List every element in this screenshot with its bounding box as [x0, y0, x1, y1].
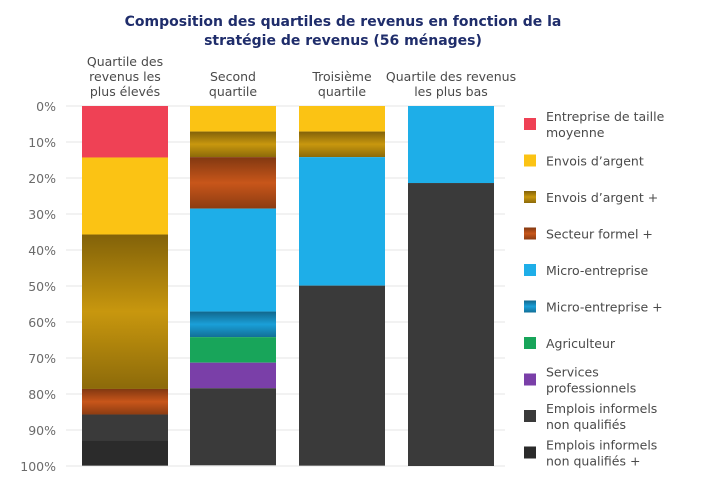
bar-segment	[190, 362, 276, 389]
category-label: Quartile des revenus	[386, 69, 516, 84]
legend-swatch	[524, 227, 536, 240]
legend-swatch	[524, 446, 536, 459]
y-tick-label: 80%	[28, 387, 56, 402]
category-label: quartile	[209, 84, 258, 99]
legend-swatch	[524, 300, 536, 313]
legend-label: non qualifiés +	[546, 454, 640, 469]
legend-swatch	[524, 264, 536, 276]
bar-segment	[299, 131, 385, 158]
legend-label: Micro-entreprise +	[546, 300, 663, 315]
legend-label: Agriculteur	[546, 336, 616, 351]
bar-segment	[299, 285, 385, 466]
y-tick-label: 20%	[28, 171, 56, 186]
bar-segment	[190, 106, 276, 132]
chart-title-line: Composition des quartiles de revenus en …	[125, 14, 562, 30]
bar-segment	[408, 183, 494, 467]
legend-label: Micro-entreprise	[546, 263, 649, 278]
legend-swatch	[524, 337, 536, 349]
bar-segment	[82, 388, 168, 415]
legend-label: Secteur formel +	[546, 227, 653, 242]
legend-label: moyenne	[546, 125, 605, 140]
bar-segment	[82, 106, 168, 158]
chart-title-line: stratégie de revenus (56 ménages)	[204, 33, 482, 49]
y-tick-label: 70%	[28, 351, 56, 366]
bar-segment	[190, 157, 276, 209]
legend-swatch	[524, 410, 536, 422]
y-tick-label: 100%	[20, 459, 56, 474]
y-tick-label: 10%	[28, 135, 56, 150]
category-label: les plus bas	[414, 84, 488, 99]
bar-segment	[190, 388, 276, 466]
bars	[82, 106, 494, 467]
legend-swatch	[524, 373, 536, 386]
category-label: revenus les	[89, 69, 161, 84]
legend-label: Entreprise de taille	[546, 109, 665, 124]
legend-label: Emplois informels	[546, 438, 657, 453]
y-tick-label: 60%	[28, 315, 56, 330]
category-label: Second	[210, 69, 256, 84]
chart-title: Composition des quartiles de revenus en …	[125, 14, 562, 49]
bar-segment	[408, 106, 494, 184]
legend-label: Emplois informels	[546, 401, 657, 416]
legend-label: professionnels	[546, 381, 636, 396]
y-axis: 0% 10% 20% 30% 40% 50% 60% 70% 80% 90% 100%	[20, 99, 56, 474]
y-tick-label: 0%	[36, 99, 56, 114]
bar-segment	[82, 157, 168, 235]
legend-swatch	[524, 191, 536, 203]
y-tick-label: 50%	[28, 279, 56, 294]
bar-segment	[82, 440, 168, 466]
legend-swatch	[524, 154, 536, 167]
bar-segment	[190, 131, 276, 158]
y-tick-label: 40%	[28, 243, 56, 258]
category-label: plus élevés	[90, 84, 160, 99]
category-label: quartile	[318, 84, 367, 99]
bar-segment	[190, 311, 276, 338]
y-tick-label: 90%	[28, 423, 56, 438]
y-tick-label: 30%	[28, 207, 56, 222]
category-label: Quartile des	[87, 54, 163, 69]
legend-label: Services	[546, 365, 599, 380]
bar-segment	[190, 337, 276, 363]
bar-segment	[82, 234, 168, 389]
legend-label: non qualifiés	[546, 417, 626, 432]
legend-label: Envois d’argent +	[546, 190, 658, 205]
bar-segment	[82, 414, 168, 441]
bar-segment	[190, 208, 276, 312]
legend-label: Envois d’argent	[546, 154, 644, 169]
legend-swatch	[524, 118, 536, 130]
category-label: Troisième	[311, 69, 372, 84]
bar-segment	[299, 106, 385, 132]
bar-segment	[299, 157, 385, 286]
